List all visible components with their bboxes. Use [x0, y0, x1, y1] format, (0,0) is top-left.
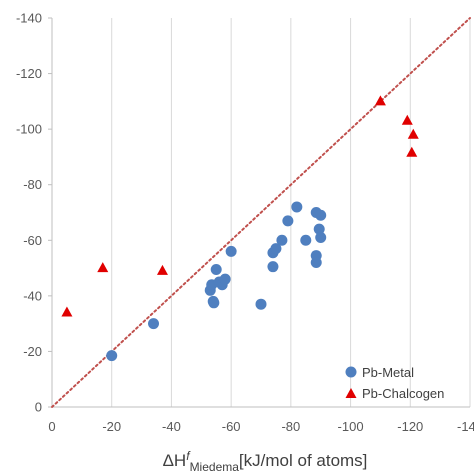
- point-pb-chalcogen: [406, 146, 418, 157]
- point-pb-metal: [270, 243, 282, 255]
- gridlines: [111, 18, 471, 407]
- point-pb-chalcogen: [374, 95, 386, 106]
- point-pb-metal: [208, 297, 220, 309]
- point-pb-chalcogen: [156, 264, 168, 275]
- point-pb-metal: [276, 234, 288, 246]
- x-tick-label: -120: [397, 419, 423, 434]
- legend-marker-pb-chalcogen: [345, 388, 357, 398]
- x-tick-label: -20: [102, 419, 121, 434]
- x-tick-label: -80: [281, 419, 300, 434]
- y-tick-label: -20: [23, 344, 42, 359]
- x-axis-title-prefix: ΔH: [163, 451, 187, 470]
- point-pb-metal: [310, 257, 322, 269]
- point-pb-metal: [210, 263, 222, 275]
- point-pb-metal: [219, 273, 231, 285]
- point-pb-chalcogen: [407, 128, 419, 139]
- y-tick-label: -100: [16, 122, 42, 137]
- point-pb-chalcogen: [61, 306, 73, 317]
- legend-label-pb-chalcogen: Pb-Chalcogen: [362, 386, 444, 401]
- point-pb-metal: [282, 215, 294, 227]
- tick-labels: 0 -20 -40 -60 -80 -100 -120 -140 0 -20 -40 -60 -80 -1…: [16, 11, 474, 435]
- legend: Pb-Metal Pb-Chalcogen: [345, 365, 444, 401]
- data-points: [61, 95, 419, 362]
- point-pb-metal: [148, 318, 160, 330]
- legend-label-pb-metal: Pb-Metal: [362, 365, 414, 380]
- y-tick-label: -120: [16, 66, 42, 81]
- reference-line: [51, 17, 471, 408]
- legend-marker-pb-metal: [345, 366, 357, 378]
- point-pb-chalcogen: [401, 114, 413, 125]
- x-axis-title-sup: f: [186, 449, 191, 463]
- x-tick-label: -40: [162, 419, 181, 434]
- x-tick-label: 0: [48, 419, 55, 434]
- point-pb-chalcogen: [97, 262, 109, 273]
- point-pb-metal: [300, 234, 312, 246]
- x-axis-title-sub: Miedema: [190, 460, 240, 474]
- point-pb-metal: [106, 350, 118, 362]
- point-pb-metal: [255, 298, 267, 310]
- reference-line-group: [51, 17, 471, 408]
- axes: [48, 17, 470, 408]
- y-tick-label: -80: [23, 177, 42, 192]
- point-pb-metal: [267, 261, 279, 273]
- x-tick-label: -100: [338, 419, 364, 434]
- x-tick-label: -140: [457, 419, 474, 434]
- x-tick-label: -60: [222, 419, 241, 434]
- y-tick-label: 0: [35, 400, 42, 415]
- y-tick-label: -40: [23, 288, 42, 303]
- y-tick-label: -60: [23, 233, 42, 248]
- point-pb-metal: [315, 209, 327, 221]
- point-pb-metal: [313, 223, 325, 235]
- x-axis-title: ΔHfMiedema[kJ/mol of atoms]: [163, 449, 368, 474]
- point-pb-metal: [225, 245, 237, 257]
- y-tick-label: -140: [16, 11, 42, 26]
- point-pb-metal: [291, 201, 303, 213]
- x-axis-title-suffix: [kJ/mol of atoms]: [239, 451, 367, 470]
- point-pb-metal: [315, 232, 327, 244]
